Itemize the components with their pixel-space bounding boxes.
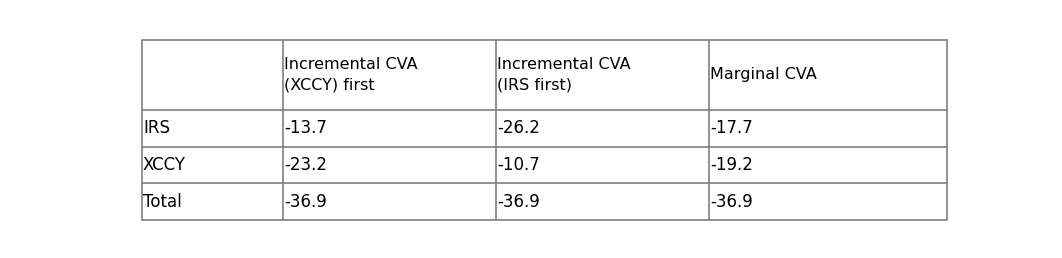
Text: -26.2: -26.2 xyxy=(497,119,539,137)
Bar xyxy=(496,147,709,183)
Bar xyxy=(142,147,282,183)
Bar xyxy=(496,110,709,147)
Text: -23.2: -23.2 xyxy=(284,156,327,174)
Bar xyxy=(142,40,282,110)
Bar xyxy=(709,147,946,183)
Bar xyxy=(142,183,282,220)
Text: -13.7: -13.7 xyxy=(284,119,327,137)
Bar xyxy=(709,40,946,110)
Text: -10.7: -10.7 xyxy=(497,156,539,174)
Text: Incremental CVA
(XCCY) first: Incremental CVA (XCCY) first xyxy=(284,57,417,93)
Bar xyxy=(709,110,946,147)
Bar xyxy=(142,110,282,147)
Bar xyxy=(282,147,496,183)
Text: -36.9: -36.9 xyxy=(284,193,326,211)
Text: -36.9: -36.9 xyxy=(497,193,539,211)
Text: IRS: IRS xyxy=(143,119,170,137)
Text: Incremental CVA
(IRS first): Incremental CVA (IRS first) xyxy=(497,57,631,93)
Bar xyxy=(282,40,496,110)
Text: -36.9: -36.9 xyxy=(710,193,753,211)
Bar xyxy=(496,183,709,220)
Text: XCCY: XCCY xyxy=(143,156,186,174)
Text: -17.7: -17.7 xyxy=(710,119,753,137)
Text: -19.2: -19.2 xyxy=(710,156,753,174)
Bar xyxy=(282,110,496,147)
Text: Total: Total xyxy=(143,193,182,211)
Text: Marginal CVA: Marginal CVA xyxy=(710,67,817,82)
Bar xyxy=(282,183,496,220)
Bar xyxy=(496,40,709,110)
Bar xyxy=(709,183,946,220)
